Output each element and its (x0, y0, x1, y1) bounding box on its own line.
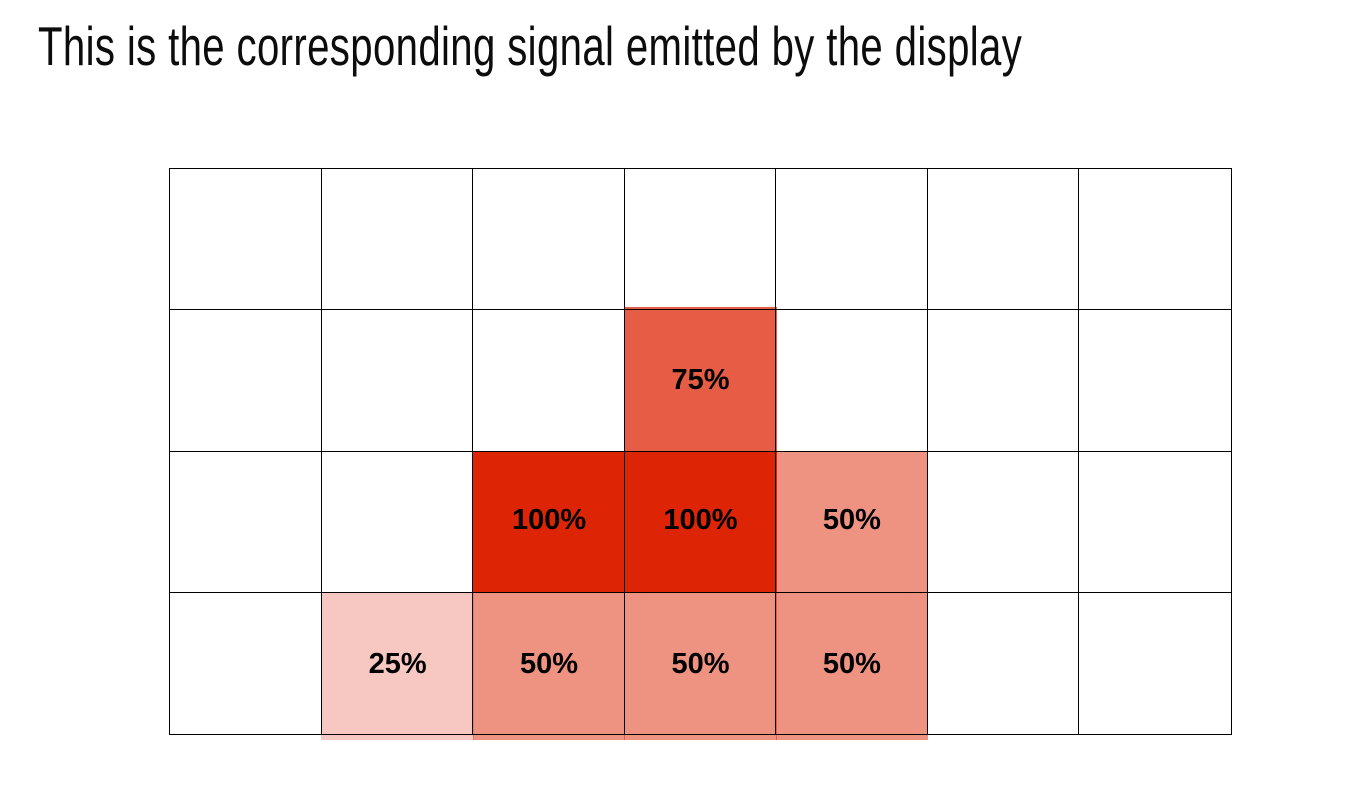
signal-cell: 50% (775, 451, 929, 593)
signal-cell-label: 75% (671, 363, 730, 396)
signal-cell: 75% (624, 306, 777, 458)
slide-title: This is the corresponding signal emitted… (38, 15, 1023, 77)
signal-cell-label: 50% (822, 503, 881, 536)
signal-cell: 25% (321, 592, 474, 740)
signal-cell-label: 100% (663, 503, 738, 536)
signal-cell-label: 25% (368, 647, 427, 680)
signal-cell: 50% (472, 592, 626, 740)
pixel-grid: 75% 100% 100% 50% 25% 50% 50% 50% (169, 168, 1232, 740)
signal-cell: 100% (624, 451, 777, 593)
signal-cell: 50% (775, 592, 929, 740)
signal-cell-label: 50% (520, 647, 579, 680)
signal-cell-label: 50% (822, 647, 881, 680)
signal-cell: 100% (472, 451, 626, 593)
signal-cell: 50% (624, 592, 777, 740)
signal-squares: 75% 100% 100% 50% 25% 50% 50% 50% (171, 170, 1231, 740)
signal-cell-label: 100% (511, 503, 587, 536)
signal-cell-label: 50% (671, 647, 730, 680)
